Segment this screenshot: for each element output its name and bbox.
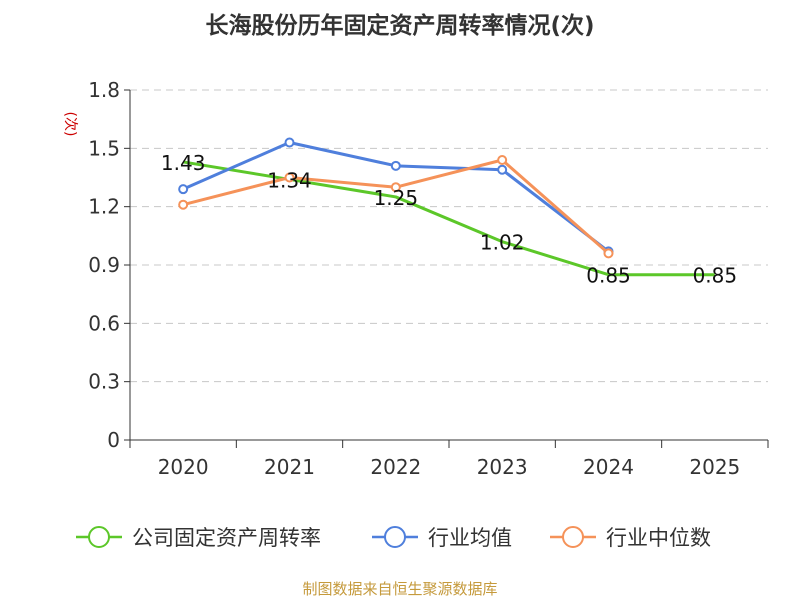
legend-label: 公司固定资产周转率 — [132, 526, 321, 550]
legend-label: 行业均值 — [428, 526, 512, 550]
data-point — [603, 248, 614, 259]
source-note: 制图数据来自恒生聚源数据库 — [302, 580, 498, 598]
legend-item[interactable]: 行业均值 — [372, 526, 512, 550]
data-label: 0.85 — [586, 264, 631, 288]
x-tick-label: 2024 — [583, 455, 634, 479]
data-label: 1.43 — [161, 151, 206, 175]
x-tick-label: 2021 — [264, 455, 315, 479]
legend[interactable]: 公司固定资产周转率 行业均值 行业中位数 — [76, 526, 711, 550]
x-tick-label: 2023 — [477, 455, 528, 479]
y-tick-label: 1.2 — [88, 195, 120, 219]
data-label: 1.34 — [267, 168, 312, 192]
legend-marker — [88, 526, 110, 548]
legend-marker — [384, 526, 406, 548]
x-tick-label: 2022 — [370, 455, 421, 479]
y-tick-label: 1.8 — [88, 78, 120, 102]
data-label: 1.25 — [374, 186, 419, 210]
data-point — [390, 160, 401, 171]
data-point — [497, 164, 508, 175]
data-point — [497, 155, 508, 165]
data-label: 0.85 — [693, 264, 738, 288]
data-point — [178, 184, 189, 195]
grid-layer — [130, 89, 768, 383]
y-tick-label: 0 — [107, 428, 120, 452]
data-point — [178, 199, 189, 210]
data-label-layer: 1.43 1.34 1.25 1.02 0.85 0.85 — [161, 151, 737, 288]
chart-title: 长海股份历年固定资产周转率情况(次) — [205, 13, 595, 39]
y-tick-label: 0.3 — [88, 370, 120, 394]
data-point — [284, 172, 295, 183]
y-tick-label: 0.6 — [88, 311, 120, 335]
legend-item[interactable]: 行业中位数 — [550, 526, 711, 550]
x-tick-label: 2025 — [689, 455, 740, 479]
series-line-1 — [182, 160, 715, 277]
y-axis-label: (次) — [62, 112, 78, 137]
legend-item[interactable]: 公司固定资产周转率 — [76, 526, 321, 550]
y-tick-label: 0.9 — [88, 253, 120, 277]
legend-label: 行业中位数 — [606, 526, 711, 550]
x-tick-label: 2020 — [158, 455, 209, 479]
legend-marker — [562, 526, 584, 548]
data-point — [390, 182, 401, 193]
series-layer — [178, 137, 715, 277]
axis-layer: 0 0.3 0.6 0.9 1.2 1.5 1.8 2020 2021 2022 2023 2024 2… — [88, 78, 769, 479]
data-point — [284, 137, 295, 148]
data-label: 1.02 — [480, 231, 525, 255]
y-tick-label: 1.5 — [88, 136, 120, 160]
